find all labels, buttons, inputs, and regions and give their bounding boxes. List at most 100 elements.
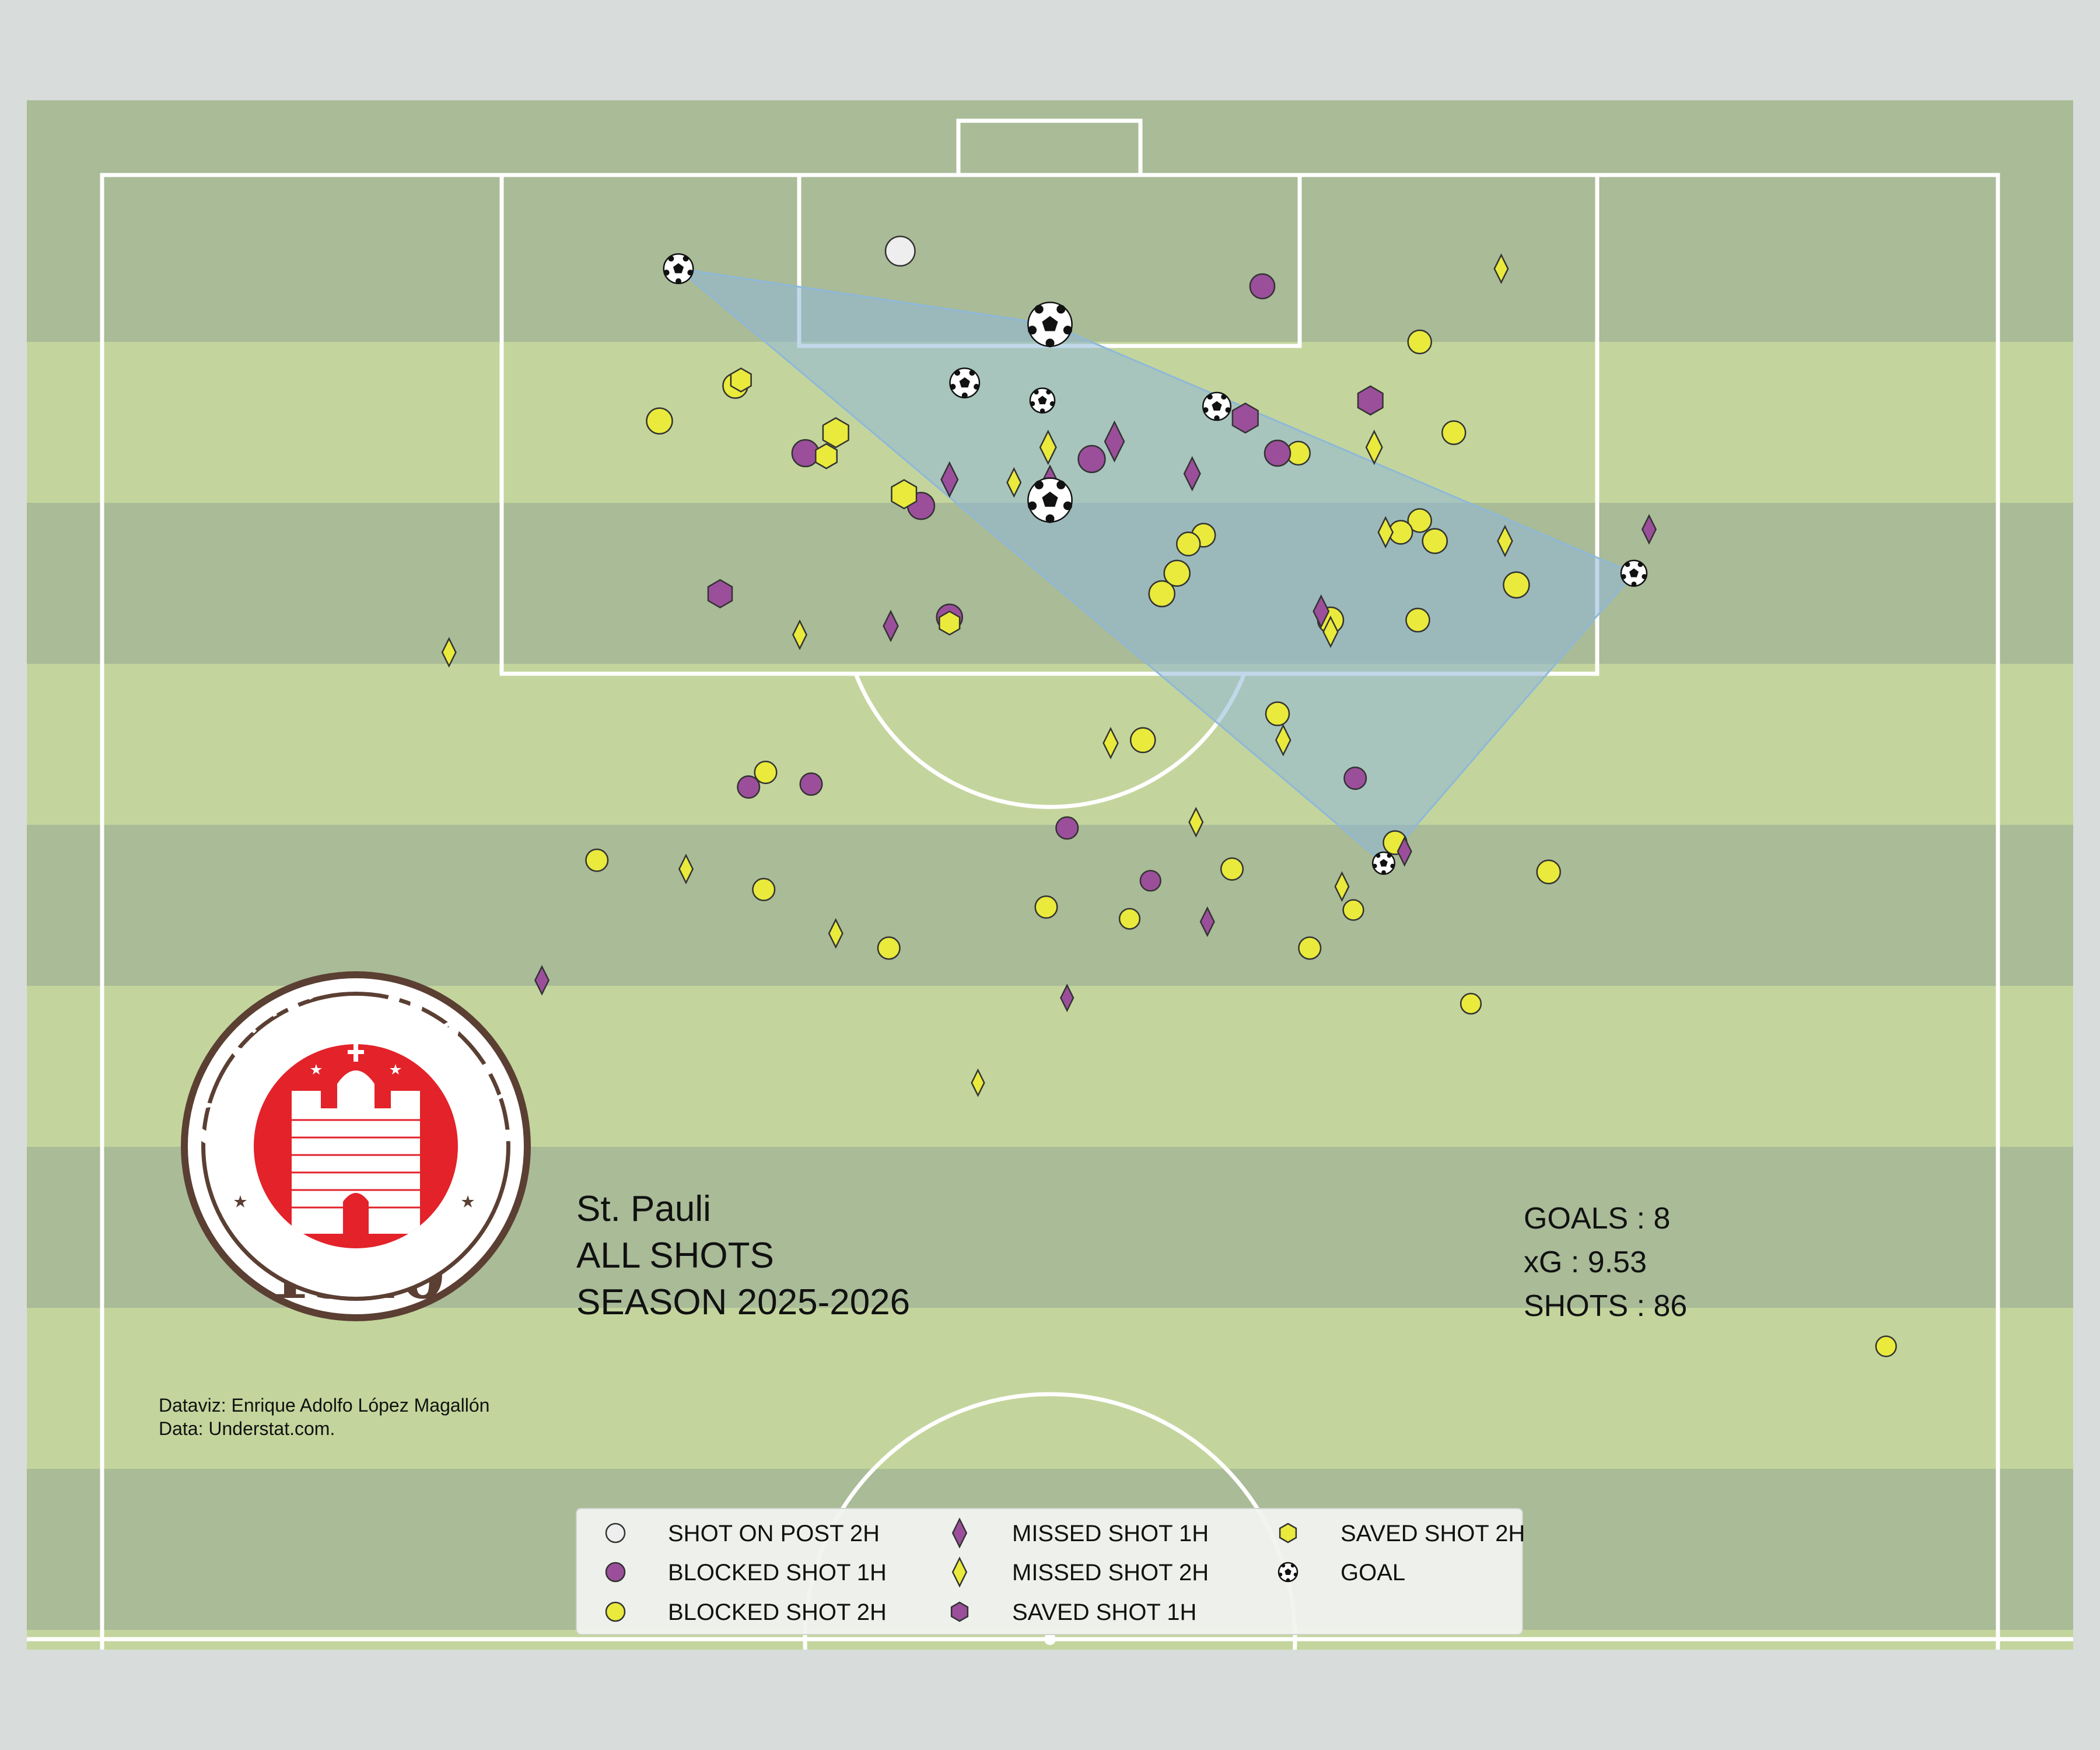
legend-item: MISSED SHOT 2H: [951, 1556, 1209, 1588]
missed-1h-legend-icon: [951, 1517, 968, 1549]
legend-item: BLOCKED SHOT 1H: [605, 1560, 887, 1586]
data-source-credit: Data: Understat.com.: [159, 1418, 335, 1439]
saved-2h-legend-icon: [1279, 1522, 1297, 1544]
blocked-shot-2h-marker: [754, 761, 778, 785]
stats-block: GOALS : 8 xG : 9.53 SHOTS : 86: [1524, 1202, 1687, 1323]
blocked-shot-2h-marker: [1118, 908, 1141, 930]
pitch-stripe: [27, 664, 2073, 825]
centre-spot: [1044, 1633, 1056, 1645]
blocked-shot-2h-marker: [1129, 727, 1156, 754]
missed-shot-2h-marker: [1102, 727, 1119, 760]
goal-marker: [1202, 391, 1231, 421]
saved-1h-legend-icon: [950, 1601, 969, 1622]
goal-frame: [956, 118, 1143, 177]
missed-2h-legend-icon: [951, 1556, 968, 1588]
missed-shot-2h-marker: [828, 918, 844, 949]
blocked-shot-2h-marker: [1034, 895, 1058, 919]
shots-stat: SHOTS : 86: [1524, 1289, 1687, 1323]
goal-marker: [949, 367, 981, 398]
castle-cross-bar: [348, 1050, 364, 1054]
blocked-shot-1h-marker: [1077, 444, 1106, 474]
castle-gate: [343, 1193, 369, 1234]
castle-left-star-icon: [310, 1064, 322, 1074]
blocked-2h-legend-icon: [605, 1601, 626, 1622]
missed-shot-1h-marker: [534, 965, 550, 996]
goal-marker: [1029, 387, 1056, 414]
missed-shot-2h-marker: [1188, 807, 1204, 838]
legend-label: BLOCKED SHOT 2H: [668, 1600, 887, 1625]
saved-shot-2h-marker: [939, 610, 961, 636]
castle-dome: [337, 1070, 374, 1084]
blocked-shot-2h-marker: [1407, 508, 1432, 533]
blocked-shot-2h-marker: [752, 877, 776, 901]
blocked-shot-1h-marker: [791, 439, 820, 468]
blocked-shot-1h-marker: [1249, 273, 1276, 300]
blocked-shot-2h-marker: [1875, 1335, 1897, 1357]
blocked-shot-1h-marker: [1139, 870, 1161, 892]
dataviz-credit: Dataviz: Enrique Adolfo López Magallón: [159, 1395, 489, 1416]
team-name: St. Pauli: [576, 1189, 711, 1229]
missed-shot-2h-marker: [1377, 516, 1394, 549]
blocked-shot-2h-marker: [1265, 701, 1290, 726]
legend-item: SHOT ON POST 2H: [605, 1521, 880, 1546]
blocked-shot-1h-marker: [1343, 766, 1367, 790]
penalty-arc: [853, 673, 1247, 809]
missed-shot-1h-marker: [1199, 906, 1215, 937]
legend-label: MISSED SHOT 1H: [1012, 1521, 1209, 1546]
castle-bricks: [292, 1119, 420, 1209]
blocked-shot-1h-marker: [1055, 816, 1079, 840]
blocked-shot-2h-marker: [1536, 859, 1561, 885]
legend-label: SAVED SHOT 1H: [1012, 1600, 1196, 1625]
goal-marker: [1027, 477, 1073, 523]
shots-subtitle: ALL SHOTS: [576, 1236, 774, 1276]
missed-shot-2h-marker: [1322, 615, 1339, 648]
blocked-shot-2h-marker: [1148, 580, 1176, 608]
legend-item: MISSED SHOT 1H: [951, 1517, 1209, 1549]
missed-shot-2h-marker: [792, 619, 808, 650]
pitch-stripe: [27, 1308, 2073, 1469]
credits-block: Dataviz: Enrique Adolfo López Magallón D…: [159, 1395, 489, 1439]
blocked-shot-2h-marker: [1405, 607, 1430, 633]
missed-shot-1h-marker: [1060, 984, 1074, 1013]
missed-shot-2h-marker: [441, 636, 457, 668]
missed-shot-1h-marker: [940, 461, 959, 498]
legend-item: GOAL: [1278, 1560, 1405, 1586]
castle-right-star-icon: [390, 1064, 401, 1074]
castle-right-tower: [391, 1091, 420, 1234]
blocked-shot-2h-marker: [1441, 420, 1466, 446]
shot-on-post-2h-marker: [884, 236, 916, 267]
missed-shot-1h-marker: [1104, 420, 1125, 463]
goals-stat: GOALS : 8: [1524, 1202, 1670, 1236]
legend-items: SHOT ON POST 2H BLOCKED SHOT 1H BLOCKED SH…: [605, 1517, 1525, 1625]
missed-shot-2h-marker: [1006, 467, 1022, 498]
bottom-margin: [0, 1650, 2100, 1750]
legend-item: SAVED SHOT 1H: [950, 1600, 1196, 1625]
blocked-shot-1h-marker: [1264, 439, 1292, 467]
legend-label: GOAL: [1340, 1560, 1405, 1586]
blocked-shot-2h-marker: [1422, 528, 1448, 554]
missed-shot-1h-marker: [883, 610, 899, 642]
missed-shot-1h-marker: [1183, 456, 1201, 492]
saved-shot-2h-marker: [891, 479, 918, 510]
legend-label: SHOT ON POST 2H: [668, 1521, 880, 1546]
goal-marker: [1371, 851, 1396, 875]
season-label: SEASON 2025-2026: [576, 1282, 910, 1322]
blocked-shot-2h-marker: [877, 936, 901, 960]
missed-shot-2h-marker: [1493, 253, 1509, 284]
legend-label: MISSED SHOT 2H: [1012, 1560, 1209, 1586]
missed-shot-1h-marker: [1641, 514, 1657, 545]
blocked-shot-2h-marker: [1407, 329, 1432, 355]
blocked-shot-2h-marker: [1503, 571, 1530, 599]
xg-stat: xG : 9.53: [1524, 1245, 1647, 1279]
goal-marker: [1027, 302, 1073, 348]
missed-shot-2h-marker: [1365, 429, 1383, 466]
post-2h-legend-icon: [605, 1522, 626, 1544]
saved-shot-2h-marker: [730, 367, 752, 393]
missed-shot-2h-marker: [1334, 871, 1350, 902]
legend-item: SAVED SHOT 2H: [1279, 1521, 1525, 1546]
blocked-shot-2h-marker: [585, 848, 609, 872]
goal-marker: [1620, 559, 1648, 587]
blocked-shot-1h-marker: [799, 772, 823, 796]
missed-shot-1h-marker: [1312, 594, 1330, 629]
